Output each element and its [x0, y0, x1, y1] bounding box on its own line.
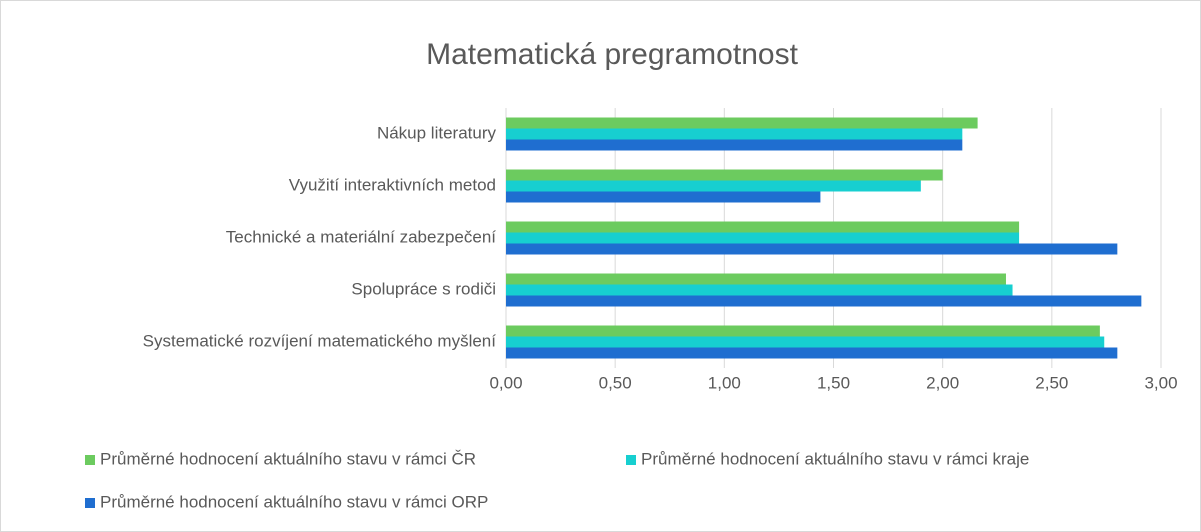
legend-swatch [626, 455, 636, 465]
bar [506, 221, 1020, 233]
y-tick-label: Systematické rozvíjení matematického myš… [143, 331, 497, 350]
bar [506, 191, 821, 203]
legend-swatch [85, 455, 95, 465]
chart-title: Matematická pregramotnost [426, 38, 798, 71]
x-tick-label: 2,00 [926, 373, 959, 392]
bar [506, 232, 1020, 244]
legend-label: Průměrné hodnocení aktuálního stavu v rá… [641, 449, 1029, 468]
legend-swatch [85, 498, 95, 508]
bar [506, 169, 943, 181]
y-tick-label: Spolupráce s rodiči [351, 279, 496, 298]
bar [506, 128, 963, 140]
y-tick-label: Technické a materiální zabezpečení [226, 227, 497, 246]
x-tick-label: 3,00 [1144, 373, 1177, 392]
bar [506, 336, 1105, 348]
bar [506, 325, 1100, 337]
bar [506, 243, 1118, 255]
x-tick-label: 0,00 [489, 373, 522, 392]
bar [506, 180, 921, 192]
bar [506, 139, 963, 151]
x-tick-label: 0,50 [599, 373, 632, 392]
bar [506, 117, 978, 129]
bar [506, 295, 1142, 307]
x-tick-label: 1,50 [817, 373, 850, 392]
x-tick-label: 2,50 [1035, 373, 1068, 392]
bar [506, 273, 1006, 285]
bar [506, 347, 1118, 359]
y-tick-label: Nákup literatury [377, 123, 497, 142]
x-tick-label: 1,00 [708, 373, 741, 392]
legend-label: Průměrné hodnocení aktuálního stavu v rá… [100, 449, 476, 468]
y-tick-label: Využití interaktivních metod [289, 175, 496, 194]
bar [506, 284, 1013, 296]
legend-label: Průměrné hodnocení aktuálního stavu v rá… [100, 492, 488, 511]
